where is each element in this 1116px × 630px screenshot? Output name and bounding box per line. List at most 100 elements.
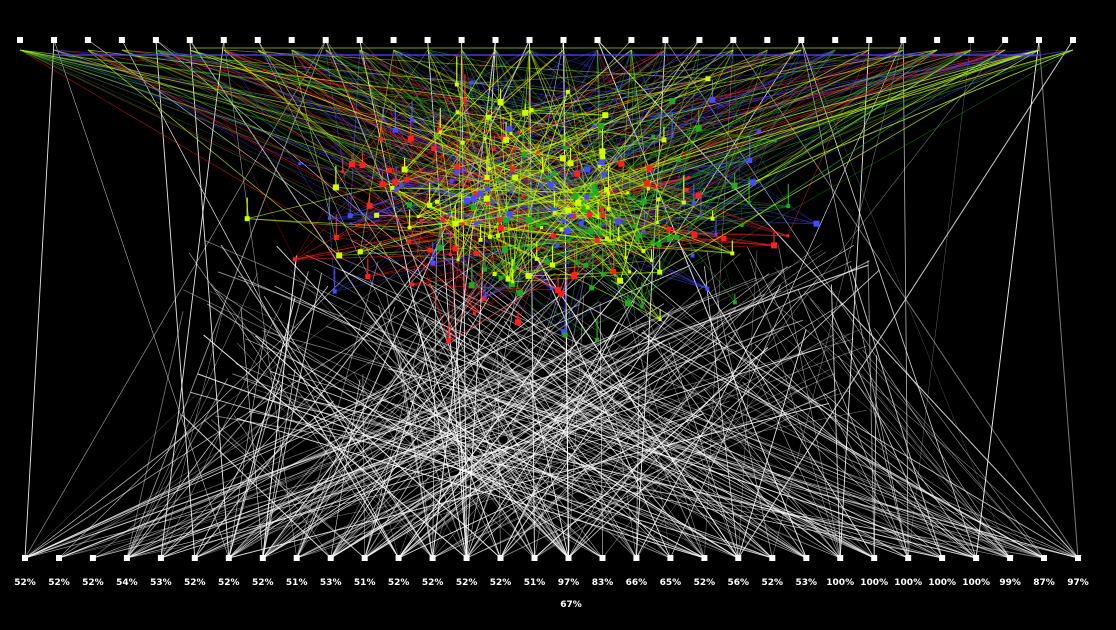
percent-label: 51%	[286, 578, 308, 588]
white-edge	[160, 400, 334, 559]
inner-node	[558, 290, 565, 297]
colored-edge	[489, 139, 664, 169]
white-edges-layer	[24, 39, 1079, 559]
white-edge	[262, 272, 322, 559]
colored-edge	[528, 49, 836, 221]
inner-node	[587, 228, 594, 235]
white-edge	[262, 257, 508, 559]
colored-edge	[391, 112, 458, 189]
colored-edge	[409, 114, 606, 228]
inner-node	[501, 246, 508, 253]
colored-edge	[659, 49, 1040, 273]
white-edge	[533, 312, 739, 559]
white-edge	[640, 297, 739, 559]
colored-edge	[439, 131, 459, 260]
colored-edge	[496, 179, 515, 268]
colored-edge	[19, 49, 614, 247]
colored-edge	[247, 49, 938, 220]
inner-node	[483, 295, 487, 299]
inner-node	[572, 271, 578, 277]
colored-edge	[641, 49, 802, 308]
bottom-node	[395, 555, 402, 561]
inner-node	[386, 167, 392, 173]
colored-edge	[489, 49, 802, 169]
bottom-node	[293, 555, 300, 561]
white-edge	[677, 241, 875, 559]
white-edge	[390, 340, 977, 559]
bottom-node	[769, 555, 776, 561]
inner-node	[497, 99, 504, 105]
inner-node	[462, 98, 467, 103]
inner-node	[540, 226, 543, 229]
white-edge	[223, 39, 297, 559]
inner-node	[656, 242, 662, 247]
inner-node	[750, 179, 756, 186]
colored-edge	[53, 49, 465, 101]
inner-node	[379, 181, 386, 188]
inner-node	[527, 246, 531, 250]
top-node	[1036, 37, 1042, 43]
percent-label: 52%	[762, 578, 784, 588]
white-edge	[666, 357, 1011, 559]
white-edge	[24, 248, 500, 559]
colored-edge	[328, 218, 336, 292]
colored-edge	[495, 49, 510, 130]
colored-edge	[605, 49, 870, 116]
white-edge	[264, 391, 433, 559]
inner-node	[506, 210, 513, 217]
inner-node	[551, 171, 557, 177]
white-edge	[24, 264, 869, 559]
inner-node	[658, 318, 662, 322]
colored-edge	[439, 227, 561, 248]
inner-node	[747, 201, 751, 205]
inner-node	[366, 202, 373, 209]
inner-node	[435, 199, 439, 204]
white-edge	[350, 239, 977, 559]
white-edge	[181, 414, 332, 559]
inner-node	[624, 256, 628, 260]
inner-node	[657, 269, 663, 275]
overall-percent-label: 67%	[560, 600, 582, 610]
white-edge	[58, 394, 735, 559]
white-edge	[126, 285, 329, 559]
bottom-node	[599, 555, 606, 561]
percent-label: 52%	[456, 578, 478, 588]
inner-node	[618, 160, 625, 167]
inner-node	[440, 217, 445, 222]
colored-edge	[575, 49, 768, 197]
colored-edge	[19, 49, 701, 217]
colored-edge	[462, 142, 488, 178]
percent-label: 97%	[1067, 578, 1089, 588]
white-edge	[296, 283, 478, 559]
colored-edge	[19, 49, 384, 120]
white-edge	[466, 39, 802, 559]
colored-edge	[531, 109, 658, 223]
colored-edge	[404, 169, 713, 220]
colored-edge	[360, 202, 684, 253]
colored-edge	[409, 199, 659, 228]
white-edge	[429, 283, 569, 559]
colored-edge	[609, 49, 1074, 242]
colored-edge	[325, 49, 750, 161]
colored-edge	[512, 271, 660, 283]
white-edge	[197, 373, 705, 559]
colored-edge	[683, 201, 693, 256]
inner-node	[478, 237, 483, 242]
inner-node	[460, 219, 464, 222]
colored-edge	[581, 100, 673, 204]
colored-edge	[223, 49, 699, 196]
inner-node	[615, 218, 622, 225]
colored-edge	[507, 91, 569, 280]
colored-edge	[247, 218, 490, 238]
white-edge	[24, 39, 700, 559]
white-edge	[249, 411, 943, 559]
white-edge	[747, 246, 909, 559]
percent-label: 100%	[928, 578, 956, 588]
inner-node	[546, 175, 551, 180]
colored-edge	[570, 78, 709, 164]
percent-label: 100%	[962, 578, 990, 588]
percent-label: 66%	[626, 578, 648, 588]
inner-node	[695, 125, 702, 132]
inner-node	[512, 265, 517, 270]
colored-edge	[484, 117, 489, 139]
